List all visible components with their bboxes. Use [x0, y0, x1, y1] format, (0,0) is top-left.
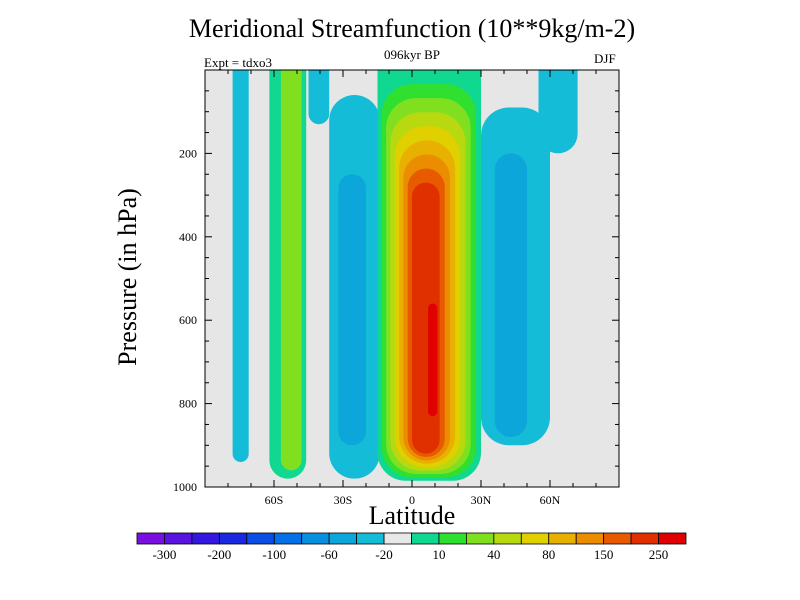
y-tick-label: 200: [179, 146, 197, 160]
colorbar-box: [520, 532, 550, 545]
colorbar-label: -20: [375, 547, 392, 562]
colorbar-box: [246, 532, 275, 545]
colorbar-box: [438, 532, 467, 545]
colorbar-label: -100: [262, 547, 286, 562]
y-tick-label: 800: [179, 397, 197, 411]
contour-southern-positive-cell-inner: [280, 70, 302, 471]
contour-ferrel-negative-cell-core: [494, 153, 527, 437]
colorbar-label: 150: [594, 547, 614, 562]
colorbar-box: [273, 532, 303, 545]
chart-subtitle: 096kyr BP: [384, 47, 440, 62]
colorbar-box: [218, 532, 248, 545]
colorbar-box: [658, 532, 687, 545]
colorbar-box: [383, 532, 412, 545]
colorbar-label: 250: [649, 547, 669, 562]
y-tick-label: 400: [179, 230, 197, 244]
colorbar-label: 10: [432, 547, 445, 562]
contour-fills: [232, 70, 578, 481]
colorbar-label: -200: [207, 547, 231, 562]
contour-midlatitude-negative-cell-core: [338, 174, 366, 446]
x-tick-label: 0: [409, 493, 415, 507]
colorbar-box: [465, 532, 495, 545]
y-tick-label: 1000: [173, 480, 197, 494]
colorbar-label: -300: [153, 547, 177, 562]
x-tick-label: 30N: [471, 493, 492, 507]
colorbar-box: [191, 532, 220, 545]
x-tick-label: 30S: [334, 493, 353, 507]
colorbar-box: [164, 532, 193, 545]
contour-northern-upper-negative: [538, 70, 578, 154]
colorbar-box: [603, 532, 632, 545]
colorbar-box: [630, 532, 659, 545]
y-tick-label: 600: [179, 313, 197, 327]
colorbar-label: -60: [320, 547, 337, 562]
colorbar-label: 40: [487, 547, 500, 562]
x-tick-label: 60N: [540, 493, 561, 507]
season-label: DJF: [594, 51, 616, 66]
experiment-label: Expt = tdxo3: [204, 55, 272, 70]
contour-southern-negative-cell: [232, 70, 249, 462]
colorbar-box: [356, 532, 385, 545]
chart-title: Meridional Streamfunction (10**9kg/m-2): [188, 14, 636, 43]
colorbar-box: [411, 532, 440, 545]
colorbar-label: 80: [542, 547, 555, 562]
contour-upper-negative-band: [308, 70, 330, 125]
colorbar-box: [575, 532, 605, 545]
x-axis-label: Latitude: [368, 501, 456, 530]
colorbar-box: [328, 532, 357, 545]
axis-ticks: 60S 30S 0 30N 60N 200 400 600 800 1000: [173, 70, 619, 507]
colorbar-box: [493, 532, 522, 545]
colorbar-box: [136, 532, 165, 545]
x-tick-label: 60S: [265, 493, 284, 507]
contour-top-hadley-cell-max: [428, 303, 438, 417]
colorbar: -300 -200 -100 -60 -20 10 40 80 150 250: [136, 532, 687, 562]
colorbar-box: [301, 532, 330, 545]
colorbar-box: [548, 532, 577, 545]
